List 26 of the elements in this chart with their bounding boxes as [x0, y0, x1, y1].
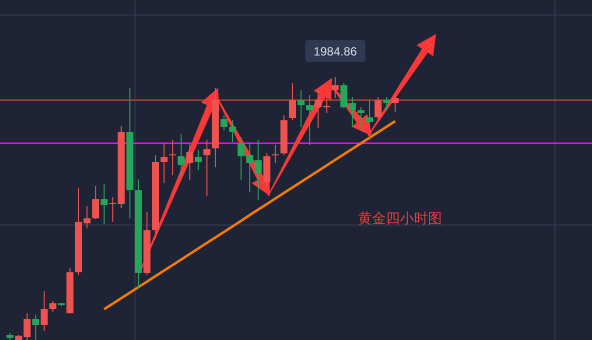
candlestick [332, 76, 339, 99]
candlestick [186, 142, 194, 181]
candlestick [366, 100, 374, 140]
candlestick [109, 196, 116, 222]
candlestick [100, 184, 108, 225]
candlestick [306, 94, 314, 146]
candlestick [203, 139, 210, 197]
candlestick [40, 290, 48, 332]
candlestick [92, 185, 100, 220]
candlestick [178, 134, 185, 178]
candlestick [374, 96, 382, 121]
candlestick [32, 314, 40, 340]
annotation: 黄金四小时图 [358, 211, 442, 227]
candlestick [160, 142, 168, 184]
candlestick [194, 150, 202, 171]
candlestick [392, 94, 399, 113]
candlestick [383, 96, 390, 111]
candlestick [220, 114, 228, 131]
candlestick [272, 144, 279, 164]
price-label: 1984.86 [305, 40, 366, 62]
candlestick [298, 90, 305, 128]
candlestick [169, 139, 176, 176]
candlestick [49, 300, 56, 312]
candlestick [357, 106, 364, 131]
candlestick [288, 82, 296, 121]
candlestick [229, 120, 236, 142]
